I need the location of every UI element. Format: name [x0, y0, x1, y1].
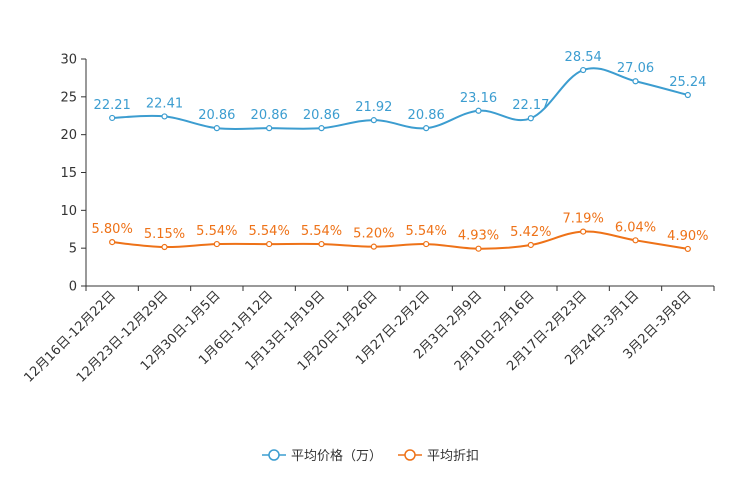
- legend-label: 平均价格（万）: [291, 448, 382, 464]
- legend: 平均价格（万） 平均折扣: [262, 448, 479, 464]
- data-label: 7.19%: [563, 212, 604, 227]
- series-group: 22.21 22.41 20.86 20.86 20.86 21.92 20.86 23.16…: [92, 50, 708, 253]
- legend-marker-icon: [268, 449, 280, 461]
- data-label: 20.86: [251, 108, 288, 123]
- data-label: 4.93%: [458, 229, 499, 244]
- data-point[interactable]: [684, 245, 691, 253]
- series-avg-price: 22.21 22.41 20.86 20.86 20.86 21.92 20.86 23.16…: [94, 50, 706, 132]
- data-label: 20.86: [408, 108, 445, 123]
- data-point[interactable]: [109, 239, 116, 246]
- data-point[interactable]: [266, 125, 273, 132]
- data-label: 5.54%: [406, 224, 447, 239]
- data-point[interactable]: [475, 245, 482, 252]
- y-tick-label: 30: [60, 53, 77, 68]
- data-point[interactable]: [632, 237, 639, 244]
- data-point[interactable]: [370, 117, 377, 124]
- y-tick-label: 0: [69, 280, 77, 295]
- data-label: 25.24: [669, 75, 706, 90]
- data-point[interactable]: [266, 240, 273, 248]
- legend-item[interactable]: 平均价格（万）: [262, 448, 382, 464]
- data-label: 22.17: [512, 98, 549, 113]
- y-tick-label: 15: [60, 166, 77, 181]
- data-point[interactable]: [632, 78, 639, 85]
- data-point[interactable]: [423, 240, 430, 248]
- data-label: 21.92: [355, 100, 392, 115]
- data-label: 5.54%: [249, 224, 290, 239]
- y-tick-label: 10: [60, 204, 77, 219]
- legend-item[interactable]: 平均折扣: [398, 449, 479, 464]
- data-point[interactable]: [318, 240, 325, 248]
- data-point[interactable]: [684, 91, 691, 99]
- data-label: 5.20%: [353, 227, 394, 242]
- y-tick-label: 20: [60, 128, 77, 143]
- data-point[interactable]: [213, 240, 220, 248]
- data-label: 27.06: [617, 61, 654, 76]
- legend-label: 平均折扣: [427, 449, 479, 464]
- series-line: [112, 230, 688, 250]
- data-label: 6.04%: [615, 220, 656, 235]
- legend-marker-icon: [404, 449, 416, 461]
- data-label: 20.86: [198, 108, 235, 123]
- data-point[interactable]: [109, 114, 116, 122]
- data-label: 28.54: [565, 50, 602, 65]
- data-point[interactable]: [423, 125, 430, 132]
- x-tick-label: 12月23日-12月29日: [74, 288, 171, 385]
- data-point[interactable]: [527, 115, 534, 122]
- data-label: 5.54%: [196, 224, 237, 239]
- series-line: [112, 67, 689, 131]
- data-point[interactable]: [580, 228, 587, 235]
- data-point[interactable]: [318, 125, 325, 132]
- data-label: 23.16: [460, 91, 497, 106]
- y-tick-label: 25: [60, 90, 77, 105]
- series-avg-discount: 5.80% 5.15% 5.54% 5.54% 5.54% 5.20% 5.54% 4.93%…: [92, 212, 708, 253]
- data-label: 22.41: [146, 96, 183, 111]
- data-label: 5.42%: [510, 225, 551, 240]
- data-label: 5.80%: [92, 222, 133, 237]
- data-label: 5.15%: [144, 227, 185, 242]
- data-point[interactable]: [580, 66, 587, 74]
- data-label: 22.21: [94, 98, 131, 113]
- y-tick-label: 5: [69, 242, 77, 257]
- data-label: 4.90%: [667, 229, 708, 244]
- data-point[interactable]: [161, 113, 168, 120]
- data-point[interactable]: [475, 107, 482, 114]
- data-point[interactable]: [161, 243, 168, 251]
- data-point[interactable]: [370, 243, 377, 250]
- data-label: 20.86: [303, 108, 340, 123]
- data-point[interactable]: [213, 125, 220, 132]
- data-point[interactable]: [527, 241, 534, 249]
- data-label: 5.54%: [301, 224, 342, 239]
- x-tick-label: 12月16日-12月22日: [22, 288, 119, 385]
